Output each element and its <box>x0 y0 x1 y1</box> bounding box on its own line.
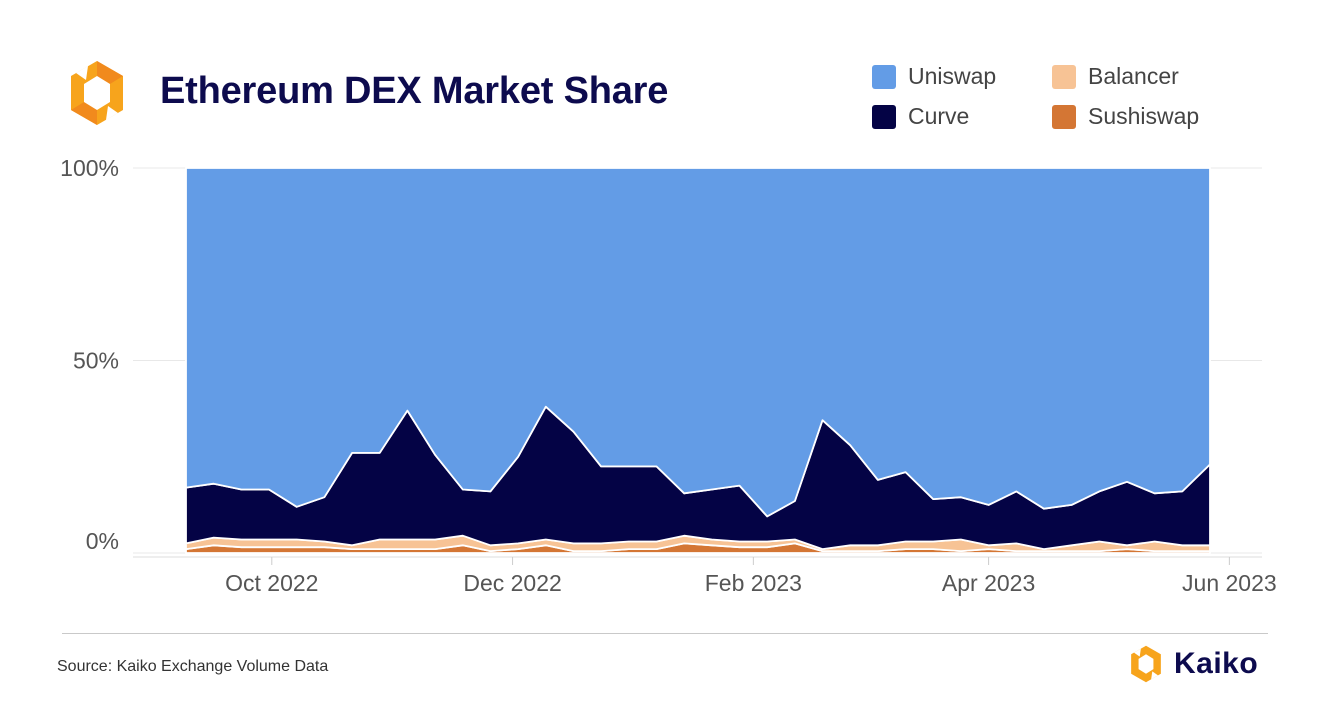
legend-swatch-sushiswap <box>1052 104 1076 129</box>
area-chart: 100% 50% 0% Oct 2022 Dec 2022 Feb 2023 Apr 202… <box>60 155 1277 596</box>
legend-label-curve: Curve <box>908 103 970 129</box>
legend-item-uniswap: Uniswap <box>872 63 996 90</box>
chart-legend: Uniswap Balancer Curve Sushiswap <box>872 60 1252 140</box>
y-tick-label: 50% <box>73 348 119 374</box>
legend-label-uniswap: Uniswap <box>908 63 997 89</box>
legend-item-balancer: Balancer <box>1052 63 1179 90</box>
kaiko-logo-icon <box>71 61 123 125</box>
legend-swatch-curve <box>872 104 896 129</box>
x-tick-label: Oct 2022 <box>225 570 318 596</box>
legend-item-curve: Curve <box>872 103 969 130</box>
legend-label-balancer: Balancer <box>1088 63 1179 89</box>
kaiko-brand: Kaiko <box>1126 644 1258 684</box>
brand-name: Kaiko <box>1174 647 1259 680</box>
legend-item-sushiswap: Sushiswap <box>1052 103 1199 130</box>
legend-swatch-balancer <box>1052 64 1076 89</box>
kaiko-brand-icon <box>1131 645 1161 683</box>
x-tick-label: Feb 2023 <box>705 570 802 596</box>
y-tick-label: 0% <box>86 528 119 554</box>
footer-divider <box>62 633 1268 634</box>
source-note: Source: Kaiko Exchange Volume Data <box>57 658 329 675</box>
area-series-uniswap <box>185 167 1211 518</box>
legend-label-sushiswap: Sushiswap <box>1088 103 1200 129</box>
chart-title: Ethereum DEX Market Share <box>160 70 669 112</box>
x-tick-label: Dec 2022 <box>463 570 561 596</box>
legend-swatch-uniswap <box>872 64 896 89</box>
y-tick-label: 100% <box>60 155 119 181</box>
x-tick-label: Jun 2023 <box>1182 570 1277 596</box>
x-tick-label: Apr 2023 <box>942 570 1035 596</box>
